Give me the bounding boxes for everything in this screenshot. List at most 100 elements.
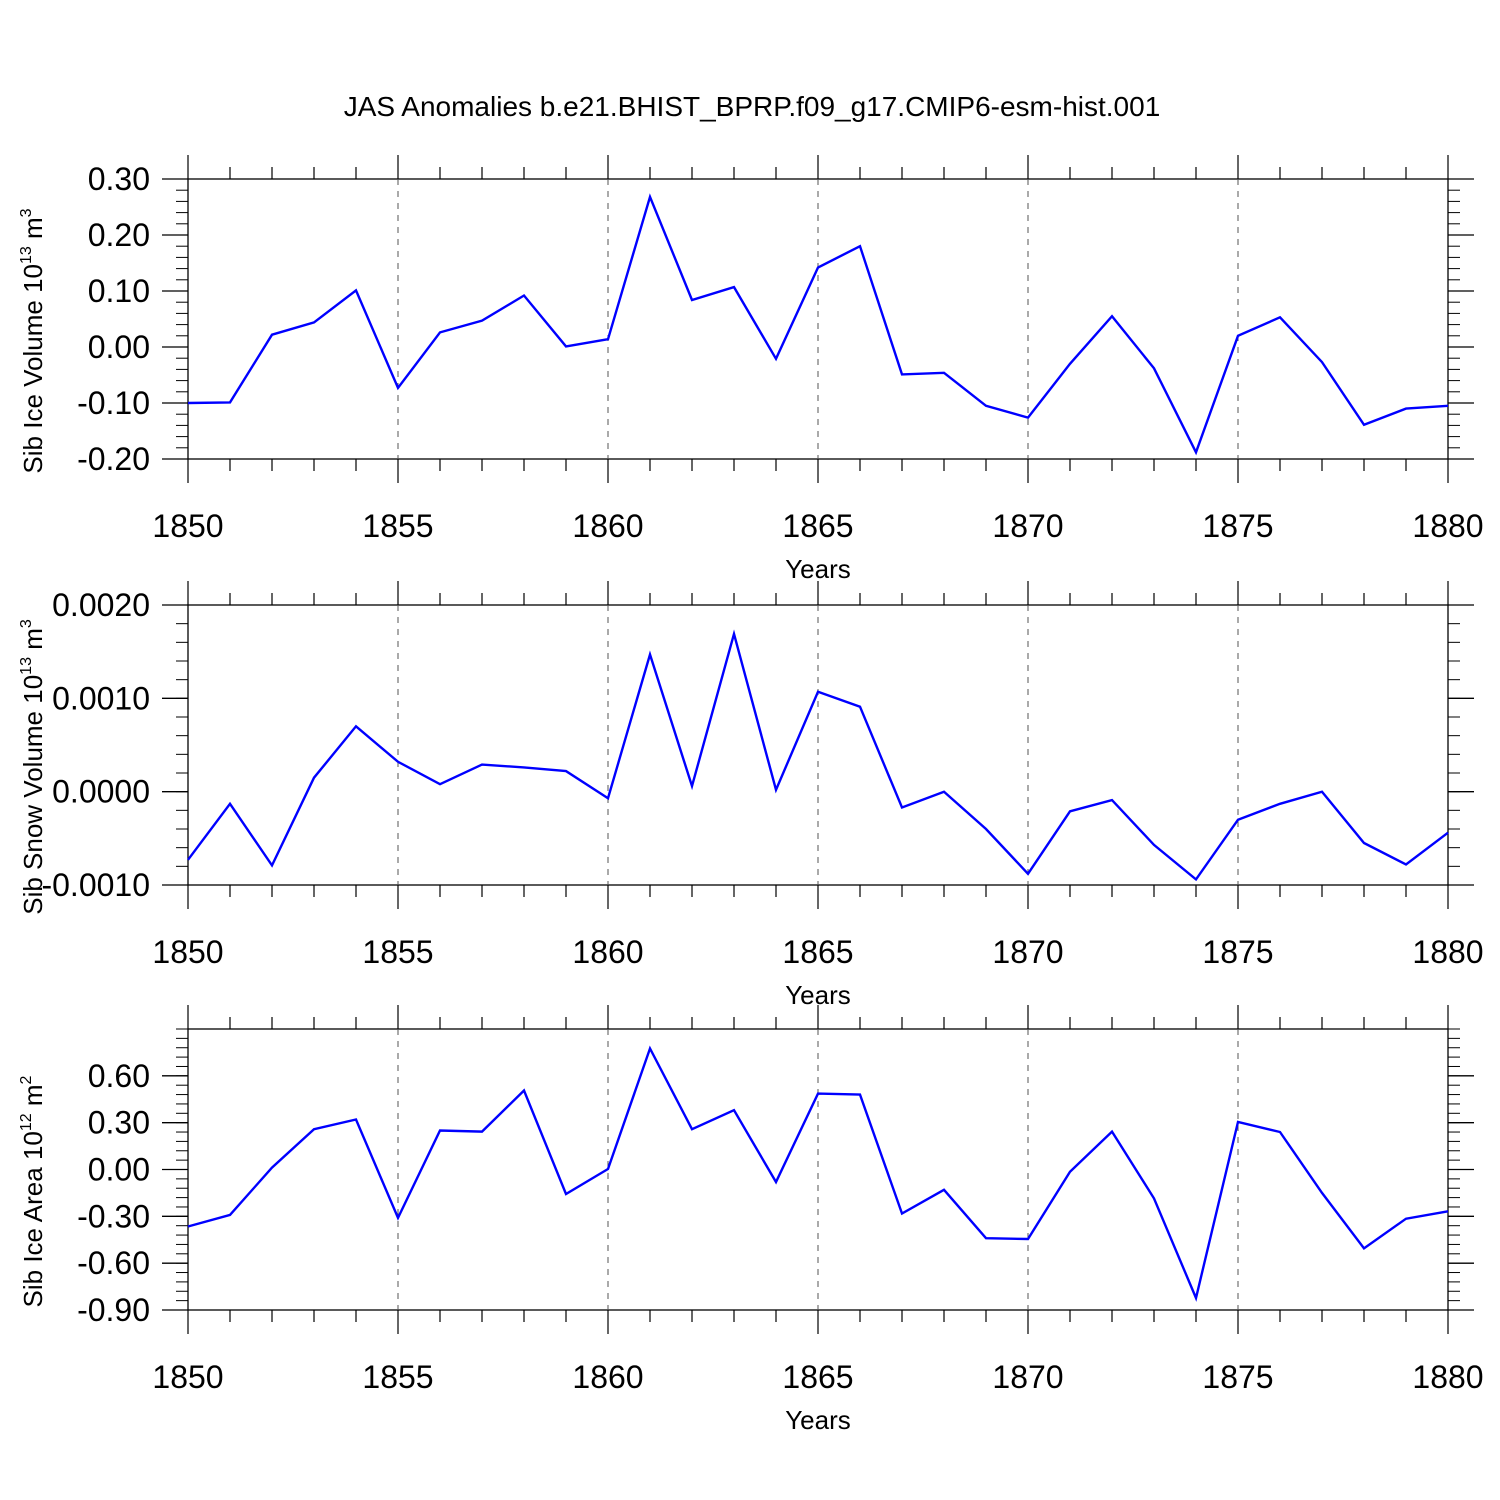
x-tick-label: 1865	[782, 934, 853, 970]
data-point	[648, 1047, 652, 1051]
y-tick-label: -0.20	[77, 441, 150, 477]
data-point	[1068, 809, 1072, 813]
data-point	[606, 1167, 610, 1171]
y-axis-title: Sib Ice Area 1012 m2	[18, 1075, 48, 1307]
y-axis-title-main: Sib Snow Volume 10	[18, 675, 48, 915]
data-point	[228, 802, 232, 806]
data-point	[1320, 1191, 1324, 1195]
data-point	[774, 1180, 778, 1184]
y-axis-title-exp: 12	[18, 1113, 35, 1131]
y-axis-title-exp: 13	[18, 657, 35, 675]
data-point	[522, 765, 526, 769]
data-point	[606, 337, 610, 341]
data-point	[732, 632, 736, 636]
data-point	[270, 863, 274, 867]
data-point	[900, 372, 904, 376]
data-point	[984, 1236, 988, 1240]
data-point	[1152, 1196, 1156, 1200]
data-point	[480, 763, 484, 767]
data-point	[648, 195, 652, 199]
data-point	[984, 827, 988, 831]
data-point	[1194, 450, 1198, 454]
y-tick-label: -0.0010	[41, 867, 150, 903]
y-tick-label: -0.10	[77, 385, 150, 421]
data-point	[312, 776, 316, 780]
data-point	[228, 1213, 232, 1217]
data-point	[1362, 423, 1366, 427]
x-tick-label: 1855	[362, 508, 433, 544]
y-axis-title-unit: m	[18, 1084, 48, 1113]
y-tick-label: 0.20	[88, 217, 150, 253]
y-tick-label: 0.10	[88, 273, 150, 309]
data-point	[1362, 1246, 1366, 1250]
x-tick-label: 1875	[1202, 934, 1273, 970]
x-tick-label: 1860	[572, 508, 643, 544]
series-line	[187, 193, 1449, 456]
data-point	[270, 1166, 274, 1170]
data-point	[186, 858, 190, 862]
x-tick-label: 1870	[992, 934, 1063, 970]
data-point	[186, 1224, 190, 1228]
y-tick-label: -0.90	[77, 1292, 150, 1328]
x-tick-label: 1865	[782, 1359, 853, 1395]
y-tick-label: 0.0020	[52, 587, 150, 623]
y-tick-label: 0.60	[88, 1058, 150, 1094]
data-point	[1152, 366, 1156, 370]
data-point	[984, 404, 988, 408]
y-axis-title-exp: 13	[18, 246, 35, 264]
x-tick-label: 1875	[1202, 1359, 1273, 1395]
data-point	[1152, 843, 1156, 847]
data-point	[1026, 1237, 1030, 1241]
panel-1: 1850 1855 1860 1865 1870 1875 1880 Years 0.30 0.2…	[18, 155, 1484, 584]
x-tick-label: 1880	[1412, 934, 1483, 970]
data-point	[858, 1093, 862, 1097]
data-point	[480, 1130, 484, 1134]
x-tick-label: 1850	[152, 508, 223, 544]
data-point	[1110, 314, 1114, 318]
data-point	[858, 244, 862, 248]
data-point	[1236, 334, 1240, 338]
data-point	[354, 724, 358, 728]
data-point	[858, 705, 862, 709]
data-point	[354, 1118, 358, 1122]
y-tick-label: 0.30	[88, 1105, 150, 1141]
data-point	[522, 1089, 526, 1093]
data-point	[606, 796, 610, 800]
y-axis-title-unit-exp: 3	[18, 619, 35, 628]
data-point	[774, 357, 778, 361]
y-tick-label: -0.60	[77, 1245, 150, 1281]
x-tick-label: 1880	[1412, 1359, 1483, 1395]
x-tick-label: 1860	[572, 934, 643, 970]
data-point	[1362, 841, 1366, 845]
y-tick-label: 0.00	[88, 329, 150, 365]
data-point	[900, 1212, 904, 1216]
data-point	[396, 760, 400, 764]
y-tick-label: 0.30	[88, 161, 150, 197]
data-point	[1320, 790, 1324, 794]
data-point	[396, 1216, 400, 1220]
data-point	[1446, 404, 1450, 408]
data-point	[1404, 862, 1408, 866]
y-tick-label: -0.30	[77, 1198, 150, 1234]
data-point	[1068, 362, 1072, 366]
data-point	[690, 784, 694, 788]
data-point	[1236, 1120, 1240, 1124]
y-axis-title-main: Sib Ice Area 10	[18, 1131, 48, 1307]
x-tick-label: 1875	[1202, 508, 1273, 544]
data-point	[396, 386, 400, 390]
data-point	[228, 400, 232, 404]
x-tick-label: 1850	[152, 934, 223, 970]
data-point	[522, 293, 526, 297]
data-point	[270, 333, 274, 337]
x-tick-label: 1850	[152, 1359, 223, 1395]
x-axis-title: Years	[785, 1405, 851, 1435]
x-axis-title: Years	[785, 554, 851, 584]
panel-2: 1850 1855 1860 1865 1870 1875 1880Years0.00200…	[18, 581, 1484, 1010]
y-axis-title-unit-exp: 3	[18, 208, 35, 217]
data-point	[1278, 315, 1282, 319]
y-axis-title-unit: m	[18, 628, 48, 657]
data-point	[1194, 1296, 1198, 1300]
data-point	[1278, 802, 1282, 806]
data-point	[354, 288, 358, 292]
